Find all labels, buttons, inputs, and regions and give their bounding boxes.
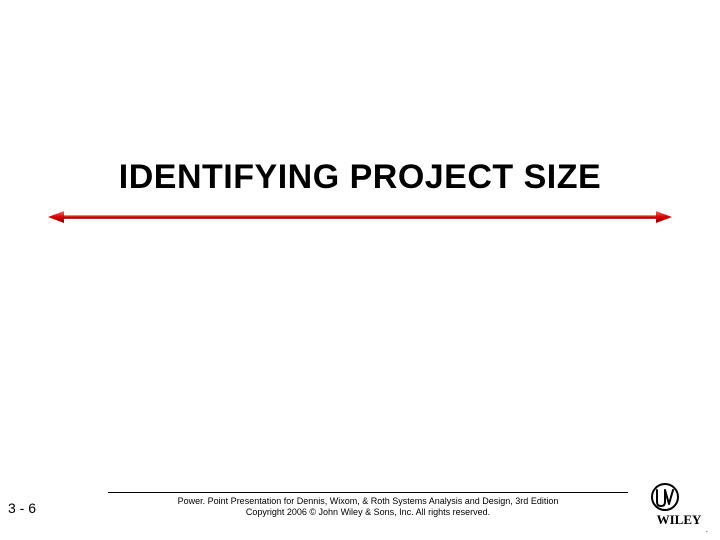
wiley-logo-text: WILEY bbox=[657, 512, 702, 527]
footer-text: Power. Point Presentation for Dennis, Wi… bbox=[108, 496, 628, 519]
wiley-logo: WILEY bbox=[648, 482, 710, 528]
footer-rule bbox=[108, 492, 628, 493]
corner-dot: . bbox=[706, 525, 708, 534]
footer-line-2: Copyright 2006 © John Wiley & Sons, Inc.… bbox=[108, 507, 628, 518]
slide: IDENTIFYING PROJECT SIZE Power. Point Pr… bbox=[0, 0, 720, 540]
footer-line-1: Power. Point Presentation for Dennis, Wi… bbox=[108, 496, 628, 507]
page-number: 3 - 6 bbox=[8, 500, 36, 516]
slide-title: IDENTIFYING PROJECT SIZE bbox=[0, 158, 720, 197]
divider-arrow bbox=[48, 210, 672, 224]
